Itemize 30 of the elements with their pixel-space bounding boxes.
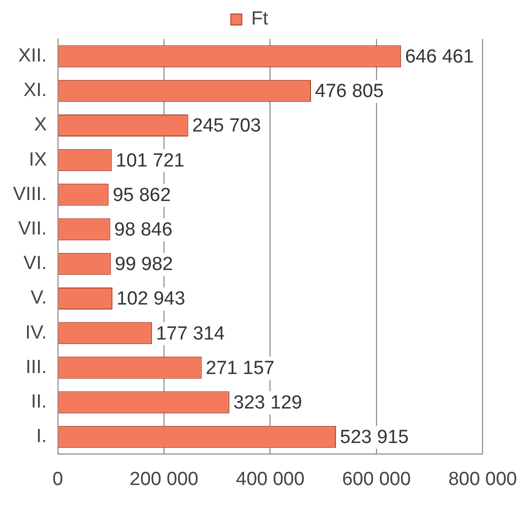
- data-label: 98 846: [114, 220, 172, 241]
- y-tick-label: XII.: [18, 46, 47, 67]
- data-label: 476 805: [315, 81, 384, 102]
- x-tick-label: 200 000: [130, 468, 198, 490]
- y-tick-label: III.: [26, 356, 47, 378]
- x-tick-label: 400 000: [236, 468, 305, 490]
- x-tick-label: 600 000: [342, 468, 411, 490]
- y-tick-label: I.: [36, 426, 47, 448]
- x-tick-label: 800 000: [448, 468, 518, 490]
- legend-label: Ft: [251, 8, 269, 30]
- data-label: 523 915: [340, 427, 409, 448]
- y-tick-label: IV.: [25, 322, 47, 344]
- y-tick-label: V.: [30, 288, 47, 309]
- data-label: 101 721: [116, 150, 184, 172]
- y-tick-label: II.: [30, 392, 47, 413]
- data-label: 99 982: [114, 254, 174, 276]
- data-label: 271 157: [206, 358, 274, 379]
- y-tick-label: VII.: [18, 218, 47, 240]
- y-tick-label: XI.: [24, 80, 47, 102]
- data-label: 102 943: [116, 288, 186, 310]
- data-label: 245 703: [192, 116, 261, 137]
- data-label: 323 129: [233, 392, 302, 414]
- y-tick-label: VIII.: [12, 184, 47, 205]
- y-tick-label: IX: [28, 149, 48, 170]
- data-label: 177 314: [156, 323, 226, 344]
- x-tick-label: 0: [52, 468, 64, 490]
- y-tick-label: VI.: [24, 253, 47, 274]
- data-label: 95 862: [112, 184, 171, 206]
- y-tick-label: X: [34, 114, 48, 136]
- data-label: 646 461: [405, 46, 474, 68]
